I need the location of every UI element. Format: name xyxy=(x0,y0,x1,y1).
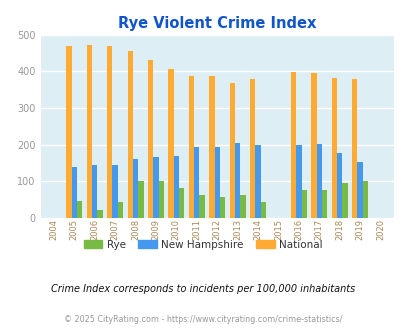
Bar xyxy=(255,145,260,218)
Bar xyxy=(92,165,97,218)
Bar xyxy=(234,144,240,218)
Bar xyxy=(117,202,123,218)
Bar xyxy=(188,76,194,218)
Bar xyxy=(66,46,71,218)
Bar xyxy=(296,145,301,218)
Bar xyxy=(290,72,296,218)
Bar xyxy=(173,155,179,218)
Bar xyxy=(138,181,143,218)
Bar xyxy=(220,197,225,218)
Bar xyxy=(107,47,112,218)
Title: Rye Violent Crime Index: Rye Violent Crime Index xyxy=(118,16,315,31)
Bar xyxy=(112,165,117,218)
Bar xyxy=(331,78,336,218)
Bar xyxy=(321,190,326,218)
Bar xyxy=(240,195,245,218)
Bar xyxy=(336,152,341,218)
Bar xyxy=(127,51,132,218)
Bar xyxy=(168,69,173,218)
Bar xyxy=(214,148,220,218)
Bar xyxy=(351,79,356,218)
Bar xyxy=(249,79,255,218)
Bar xyxy=(229,83,234,218)
Bar xyxy=(199,195,204,218)
Bar xyxy=(194,148,199,218)
Bar xyxy=(341,183,347,218)
Text: Crime Index corresponds to incidents per 100,000 inhabitants: Crime Index corresponds to incidents per… xyxy=(51,284,354,294)
Bar xyxy=(77,201,82,218)
Bar xyxy=(132,159,138,218)
Bar xyxy=(311,73,316,218)
Bar xyxy=(158,181,164,218)
Legend: Rye, New Hampshire, National: Rye, New Hampshire, National xyxy=(79,236,326,254)
Bar xyxy=(356,162,362,218)
Bar xyxy=(148,59,153,218)
Text: © 2025 CityRating.com - https://www.cityrating.com/crime-statistics/: © 2025 CityRating.com - https://www.city… xyxy=(64,315,341,324)
Bar xyxy=(316,144,321,218)
Bar xyxy=(179,188,184,218)
Bar xyxy=(260,202,265,218)
Bar xyxy=(71,167,77,218)
Bar xyxy=(153,157,158,218)
Bar xyxy=(362,181,367,218)
Bar xyxy=(87,45,92,218)
Bar xyxy=(209,76,214,218)
Bar xyxy=(97,210,102,218)
Bar xyxy=(301,190,306,218)
